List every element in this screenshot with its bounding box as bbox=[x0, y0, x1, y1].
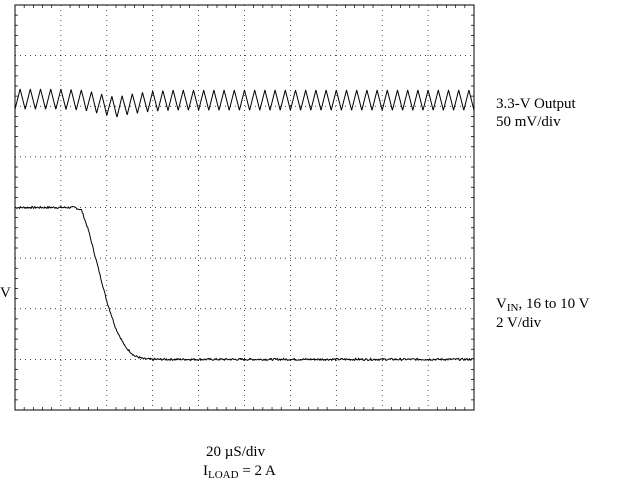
label-vin: VIN, 16 to 10 V 2 V/div bbox=[496, 295, 589, 332]
load-subscript: LOAD bbox=[208, 469, 239, 481]
frame-tick-marks bbox=[15, 5, 474, 410]
label-3v3-output: 3.3-V Output 50 mV/div bbox=[496, 95, 576, 131]
label-vin-line2: 2 V/div bbox=[496, 315, 542, 331]
left-marker-vin: V bbox=[0, 285, 11, 301]
time-per-div: 20 µS/div bbox=[206, 444, 266, 460]
label-vin-line1: VIN, 16 to 10 V bbox=[496, 295, 589, 314]
trace-vin bbox=[14, 205, 475, 362]
load-prefix: I bbox=[203, 463, 208, 479]
label-3v3-output-line2: 50 mV/div bbox=[496, 114, 561, 130]
label-vin-subscript: IN bbox=[506, 302, 519, 314]
label-3v3-output-line1: 3.3-V Output bbox=[496, 96, 576, 112]
screen-frame bbox=[14, 4, 475, 411]
load-value: = 2 A bbox=[238, 463, 276, 479]
load-current: ILOAD = 2 A bbox=[203, 462, 276, 481]
trace-3v3-output bbox=[14, 88, 475, 118]
graticule-ticks bbox=[15, 5, 474, 410]
label-vin-rest: , 16 to 10 V bbox=[518, 296, 590, 312]
label-vin-prefix: V bbox=[496, 296, 507, 312]
